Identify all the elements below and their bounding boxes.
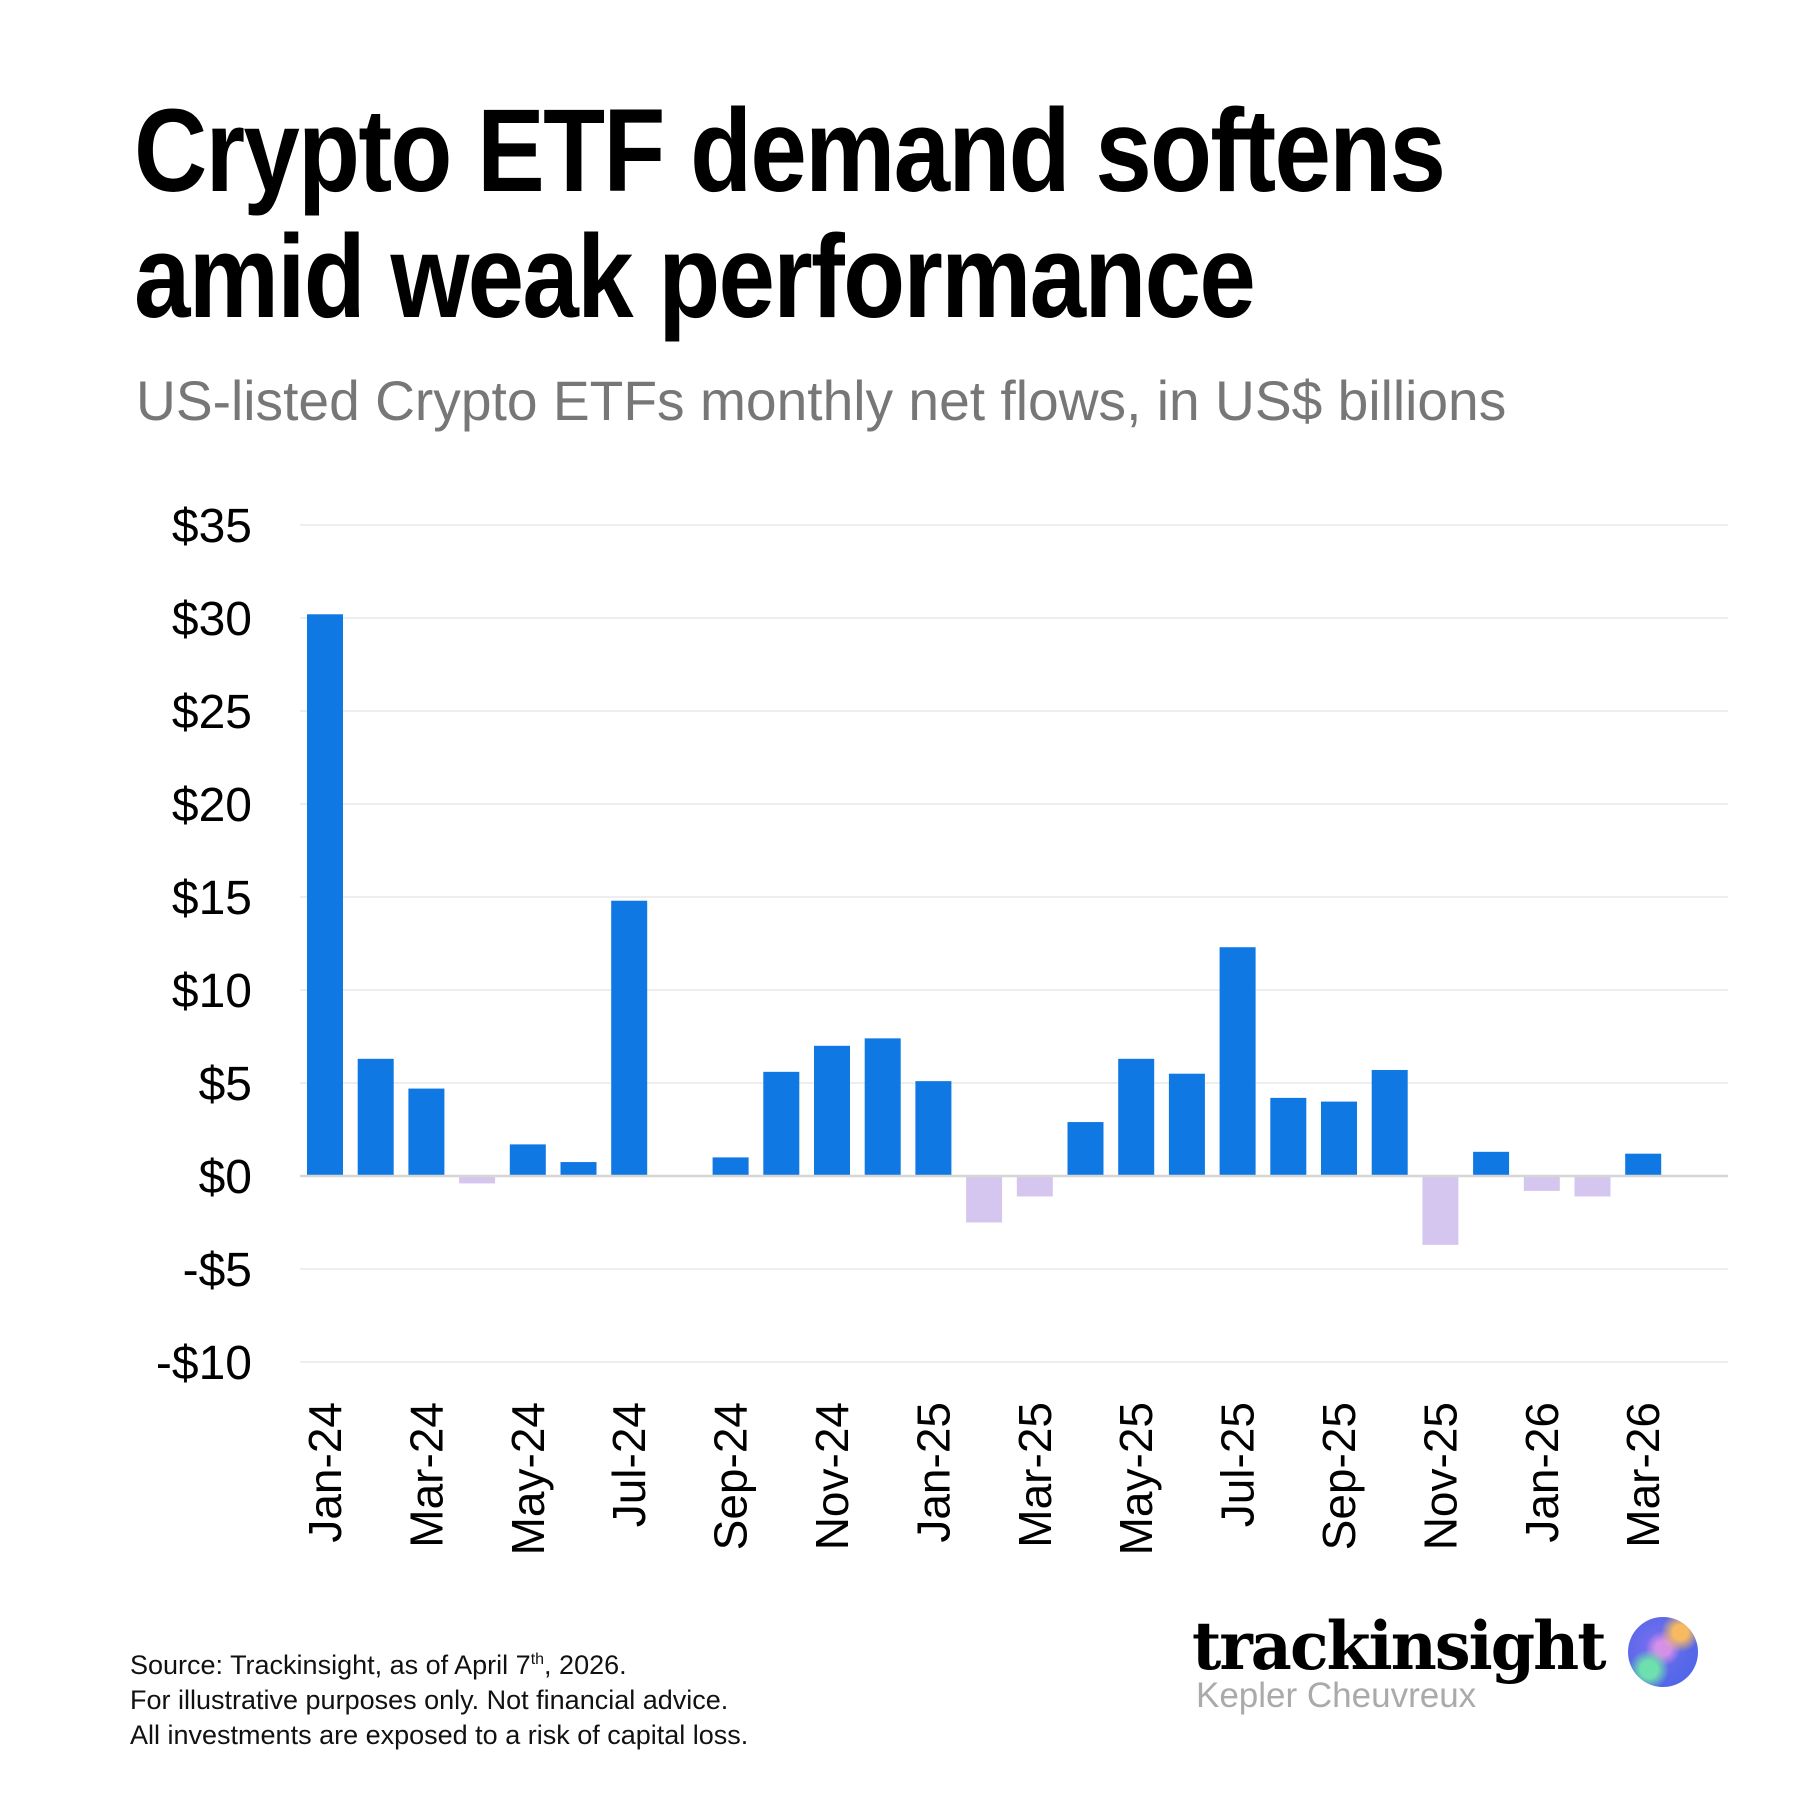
x-tick-label: Nov-24	[806, 1402, 858, 1550]
x-tick-label: May-24	[502, 1402, 554, 1555]
y-tick-label: $0	[199, 1151, 252, 1204]
chart-title: Crypto ETF demand softens amid weak perf…	[134, 85, 1446, 343]
bar-feb-25	[966, 1176, 1003, 1223]
y-tick-label: $15	[172, 872, 252, 925]
bar-nov-25	[1422, 1176, 1459, 1245]
source-note: Source: Trackinsight, as of April 7th, 2…	[130, 1650, 627, 1680]
bar-apr-24	[459, 1176, 496, 1184]
x-tick-label: May-25	[1110, 1402, 1162, 1555]
bar-mar-24	[408, 1088, 445, 1176]
x-axis: Jan-24 Mar-24 May-24 Jul-24 Sep-24 Nov-24 Jan-…	[299, 1402, 1669, 1555]
bar-feb-26	[1574, 1176, 1611, 1197]
gridlines	[300, 524, 1728, 1363]
bar-jan-25	[915, 1081, 952, 1176]
bar-mar-25	[1016, 1176, 1053, 1197]
bar-jan-24	[307, 614, 343, 1176]
title-line-2: amid weak performance	[134, 211, 1256, 343]
y-tick-label: $30	[172, 593, 252, 646]
y-tick-label: $25	[172, 686, 252, 739]
risk-warning-line: All investments are exposed to a risk of…	[130, 1720, 749, 1750]
bar-mar-26	[1625, 1153, 1662, 1176]
x-tick-label: Mar-25	[1009, 1402, 1061, 1548]
y-tick-label: -$5	[183, 1244, 252, 1297]
x-tick-label: Jan-24	[299, 1402, 351, 1543]
title-line-1: Crypto ETF demand softens	[134, 85, 1446, 217]
bar-apr-25	[1067, 1122, 1104, 1176]
bar-sep-24	[712, 1157, 749, 1176]
chart-subtitle: US-listed Crypto ETFs monthly net flows,…	[136, 369, 1507, 432]
bar-oct-24	[763, 1071, 800, 1176]
y-tick-label: $20	[172, 779, 252, 832]
y-tick-label: $5	[199, 1058, 252, 1111]
x-tick-label: Jul-25	[1212, 1402, 1264, 1527]
bar-may-25	[1118, 1058, 1155, 1176]
bar-jun-25	[1168, 1073, 1205, 1176]
bar-jun-24	[560, 1162, 597, 1176]
y-tick-label: -$10	[156, 1337, 252, 1390]
bar-jul-24	[611, 900, 648, 1176]
bar-oct-25	[1371, 1069, 1408, 1176]
x-tick-label: Mar-24	[400, 1402, 452, 1548]
bar-jan-26	[1523, 1176, 1560, 1191]
disclaimer-line: For illustrative purposes only. Not fina…	[130, 1685, 729, 1715]
gradient-orb-icon	[1628, 1617, 1698, 1687]
bars	[307, 614, 1662, 1245]
bar-aug-25	[1270, 1097, 1307, 1176]
x-tick-label: Mar-26	[1617, 1402, 1669, 1548]
bar-sep-25	[1321, 1101, 1357, 1176]
footer-notes: Source: Trackinsight, as of April 7th, 2…	[130, 1648, 748, 1753]
bar-feb-24	[357, 1058, 394, 1176]
x-tick-label: Jul-24	[603, 1402, 655, 1527]
logo-subline: Kepler Cheuvreux	[1196, 1676, 1477, 1715]
bar-nov-24	[814, 1045, 850, 1176]
x-tick-label: Sep-24	[705, 1402, 757, 1550]
bar-dec-24	[864, 1038, 901, 1176]
y-tick-label: $10	[172, 965, 252, 1018]
bar-dec-25	[1473, 1151, 1510, 1176]
x-tick-label: Sep-25	[1313, 1402, 1365, 1550]
x-tick-label: Jan-25	[907, 1402, 959, 1543]
x-tick-label: Jan-26	[1516, 1402, 1568, 1543]
y-tick-label: $35	[172, 500, 252, 553]
trackinsight-logo: trackinsight Kepler Cheuvreux	[1192, 1608, 1622, 1716]
logo-wordmark: trackinsight	[1192, 1607, 1607, 1685]
x-tick-label: Nov-25	[1414, 1402, 1466, 1550]
bar-may-24	[509, 1144, 546, 1176]
bar-jul-25	[1219, 947, 1256, 1176]
y-axis: $35 $30 $25 $20 $15 $10 $5 $0 -$5 -$10	[156, 500, 252, 1390]
